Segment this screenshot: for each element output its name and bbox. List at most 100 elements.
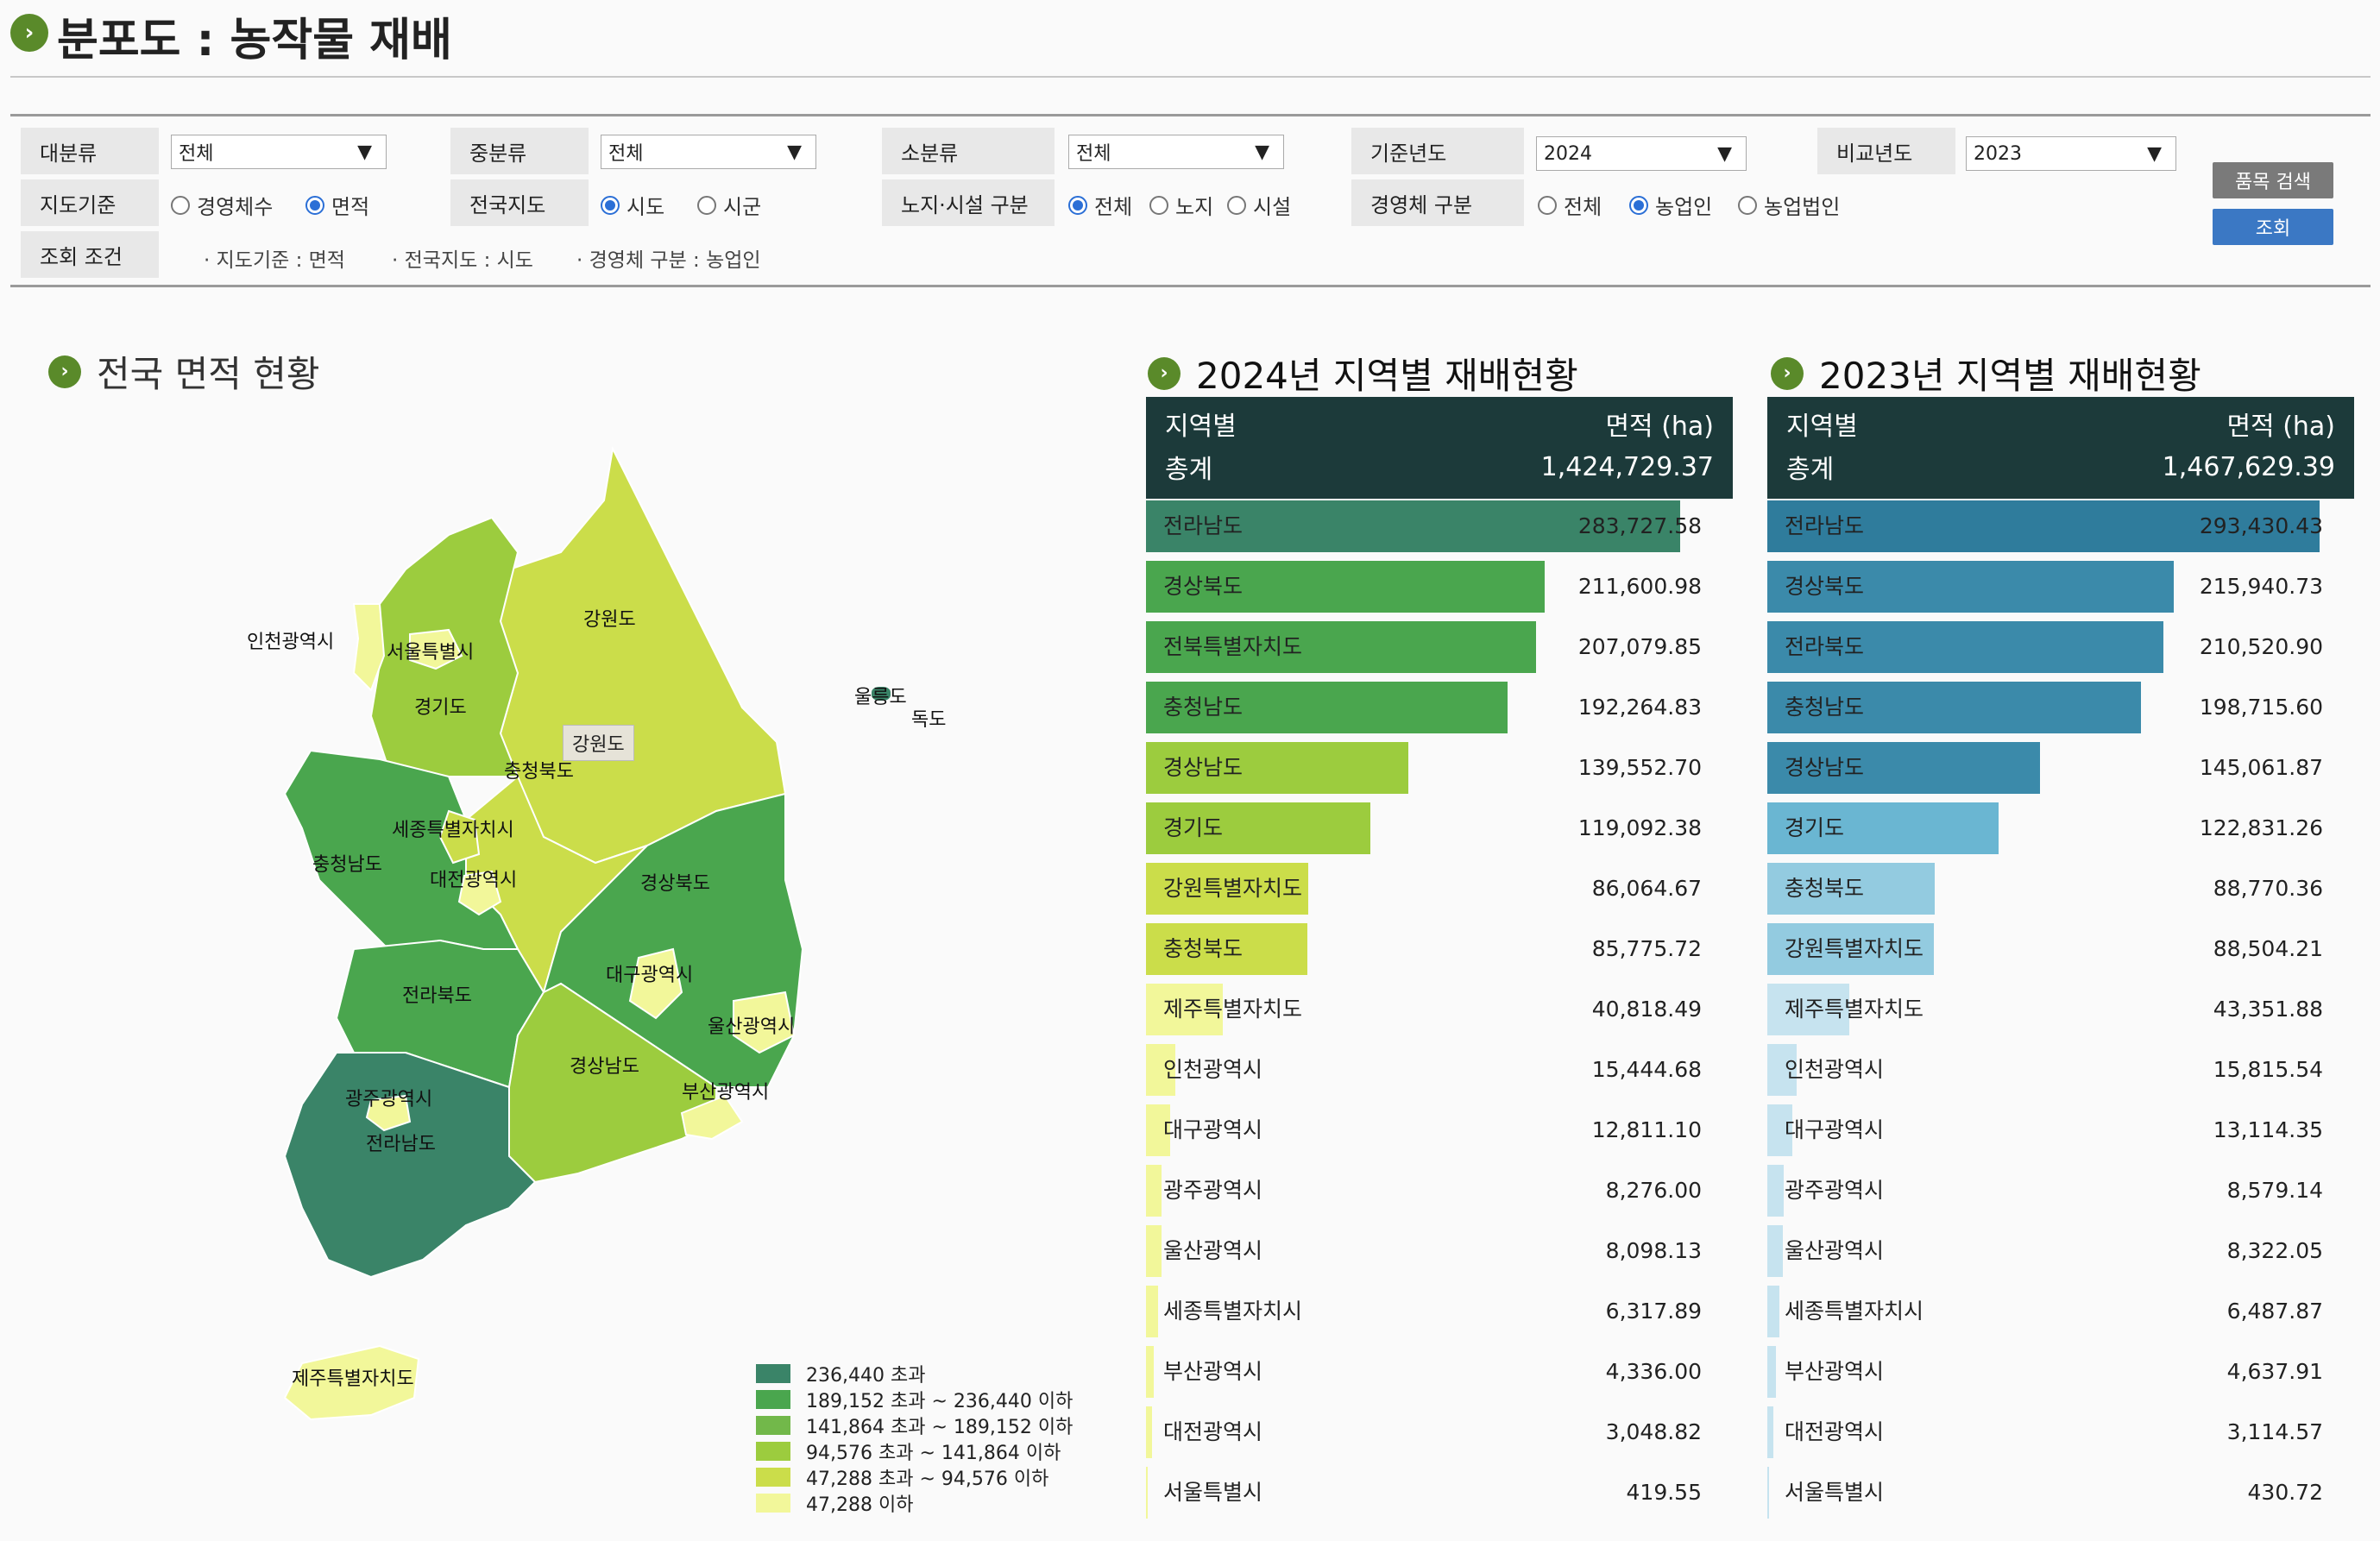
open-facility-option-facility[interactable]: 시설 — [1227, 190, 1291, 220]
section-bullet-icon: › — [48, 355, 81, 388]
map-label: 전라남도 — [366, 1134, 436, 1155]
chevron-down-icon: ▼ — [787, 141, 802, 163]
national-map-label: 전국지도 — [450, 179, 589, 226]
category-sub-value: 전체 — [1076, 143, 1111, 165]
bar-value-label: 192,264.83 — [1577, 695, 1702, 720]
map-label: 경기도 — [414, 697, 467, 719]
query-condition-item: · 경영체 구분 : 농업인 — [576, 249, 761, 272]
bar-label: 제주특별자치도 — [1785, 997, 1924, 1022]
category-mid-select[interactable]: 전체 ▼ — [601, 135, 816, 169]
bar-label: 전라남도 — [1163, 513, 1244, 538]
category-main-select[interactable]: 전체 ▼ — [171, 135, 387, 169]
section-bullet-icon: › — [1771, 356, 1804, 390]
bar-row: 인천광역시 15,815.54 — [1767, 1044, 2354, 1096]
open-facility-option-all-label: 전체 — [1094, 195, 1133, 219]
korea-choropleth-map — [283, 445, 804, 1421]
map-basis-option-count[interactable]: 경영체수 — [171, 190, 273, 220]
entity-type-option-farmer-label: 농업인 — [1655, 195, 1713, 219]
legend-swatch — [756, 1364, 790, 1383]
bar-value-label: 293,430.43 — [2199, 513, 2323, 538]
bar-label: 울산광역시 — [1163, 1238, 1263, 1263]
bar-row: 전라남도 293,430.43 — [1767, 500, 2354, 552]
bar-label: 경상북도 — [1163, 574, 1244, 599]
national-map-option-sigun[interactable]: 시군 — [697, 190, 761, 220]
map-section-title: › 전국 면적 현황 — [48, 345, 320, 398]
bar-label: 제주특별자치도 — [1163, 997, 1303, 1022]
bar-label: 충청남도 — [1785, 695, 1865, 720]
entity-type-option-all[interactable]: 전체 — [1538, 190, 1602, 220]
bar-row: 충청남도 198,715.60 — [1767, 682, 2354, 733]
bar-label: 충청북도 — [1163, 936, 1244, 961]
map-label: 대구광역시 — [606, 965, 694, 986]
bar-row: 경상남도 145,061.87 — [1767, 742, 2354, 794]
bar-label: 대구광역시 — [1163, 1117, 1263, 1142]
base-year-select[interactable]: 2024 ▼ — [1536, 136, 1747, 171]
bar-row: 전라남도 283,727.58 — [1146, 500, 1733, 552]
bar-label: 전북특별자치도 — [1163, 634, 1303, 659]
query-condition-item: · 전국지도 : 시도 — [392, 249, 533, 272]
entity-type-option-farmer[interactable]: 농업인 — [1629, 190, 1712, 220]
bar-row: 전라북도 210,520.90 — [1767, 621, 2354, 673]
map-label: 대전광역시 — [430, 870, 518, 891]
filter-box-top-border — [10, 114, 2371, 116]
open-facility-option-open-label: 노지 — [1175, 195, 1214, 219]
open-facility-option-open[interactable]: 노지 — [1149, 190, 1213, 220]
national-map-option-sido-label: 시도 — [626, 195, 665, 219]
map-label: 인천광역시 — [247, 632, 335, 653]
map-basis-option-area[interactable]: 면적 — [305, 190, 369, 220]
bar-row: 충청북도 85,775.72 — [1146, 923, 1733, 975]
bar-value-label: 4,637.91 — [2226, 1359, 2323, 1384]
total-label: 총계 — [1786, 455, 1835, 485]
bar — [1146, 863, 1308, 915]
national-map-option-sido[interactable]: 시도 — [601, 190, 664, 220]
compare-year-select[interactable]: 2023 ▼ — [1966, 136, 2176, 171]
bar — [1767, 682, 2142, 733]
bar-row: 세종특별자치시 6,487.87 — [1767, 1286, 2354, 1337]
bar — [1146, 1346, 1155, 1398]
category-sub-select[interactable]: 전체 ▼ — [1068, 135, 1284, 169]
bar-value-label: 88,504.21 — [2213, 936, 2323, 961]
region-jeju — [283, 1344, 420, 1421]
item-search-button[interactable]: 품목 검색 — [2213, 162, 2333, 198]
region-ulsan — [733, 991, 796, 1054]
bar-label: 경상남도 — [1163, 755, 1244, 780]
radio-icon — [1149, 195, 1168, 215]
bar-value-label: 6,317.89 — [1605, 1299, 1702, 1324]
title-divider — [10, 76, 2371, 78]
region-daejeon — [457, 870, 502, 916]
legend-label: 47,288 초과 ~ 94,576 이하 — [806, 1469, 1049, 1490]
total-label: 총계 — [1165, 455, 1213, 485]
bar — [1146, 1104, 1170, 1156]
bar — [1767, 500, 2320, 552]
bar-row: 충청북도 88,770.36 — [1767, 863, 2354, 915]
bar-row: 강원특별자치도 88,504.21 — [1767, 923, 2354, 975]
bar — [1767, 923, 1935, 975]
map-label: 제주특별자치도 — [292, 1368, 414, 1390]
map-label: 세종특별자치시 — [392, 820, 514, 841]
bar — [1767, 1165, 1784, 1217]
bar-value-label: 8,098.13 — [1605, 1238, 1702, 1263]
bar — [1767, 621, 2164, 673]
bar-label: 경상남도 — [1785, 755, 1865, 780]
bar — [1146, 1406, 1152, 1458]
entity-type-option-all-label: 전체 — [1564, 195, 1602, 219]
legend-label: 189,152 초과 ~ 236,440 이하 — [806, 1391, 1074, 1412]
region-gwangju — [365, 1094, 412, 1132]
open-facility-option-all[interactable]: 전체 — [1068, 190, 1132, 220]
bar — [1146, 802, 1370, 854]
bar — [1767, 1225, 1784, 1277]
region-ulleung — [872, 687, 891, 701]
map-basis-option-area-label: 면적 — [331, 195, 370, 219]
bar-label: 강원특별자치도 — [1785, 936, 1924, 961]
bar-row: 부산광역시 4,336.00 — [1146, 1346, 1733, 1398]
legend-item: 189,152 초과 ~ 236,440 이하 — [756, 1386, 1073, 1413]
entity-type-option-corp[interactable]: 농업법인 — [1738, 190, 1840, 220]
bar — [1146, 1165, 1162, 1217]
bar-value-label: 419.55 — [1626, 1480, 1702, 1505]
bar-label: 충청북도 — [1785, 876, 1865, 901]
query-button[interactable]: 조회 — [2213, 209, 2333, 245]
legend-label: 47,288 이하 — [806, 1494, 914, 1516]
bar — [1146, 1044, 1175, 1096]
bar — [1146, 1225, 1162, 1277]
legend-item: 94,576 초과 ~ 141,864 이하 — [756, 1437, 1061, 1465]
